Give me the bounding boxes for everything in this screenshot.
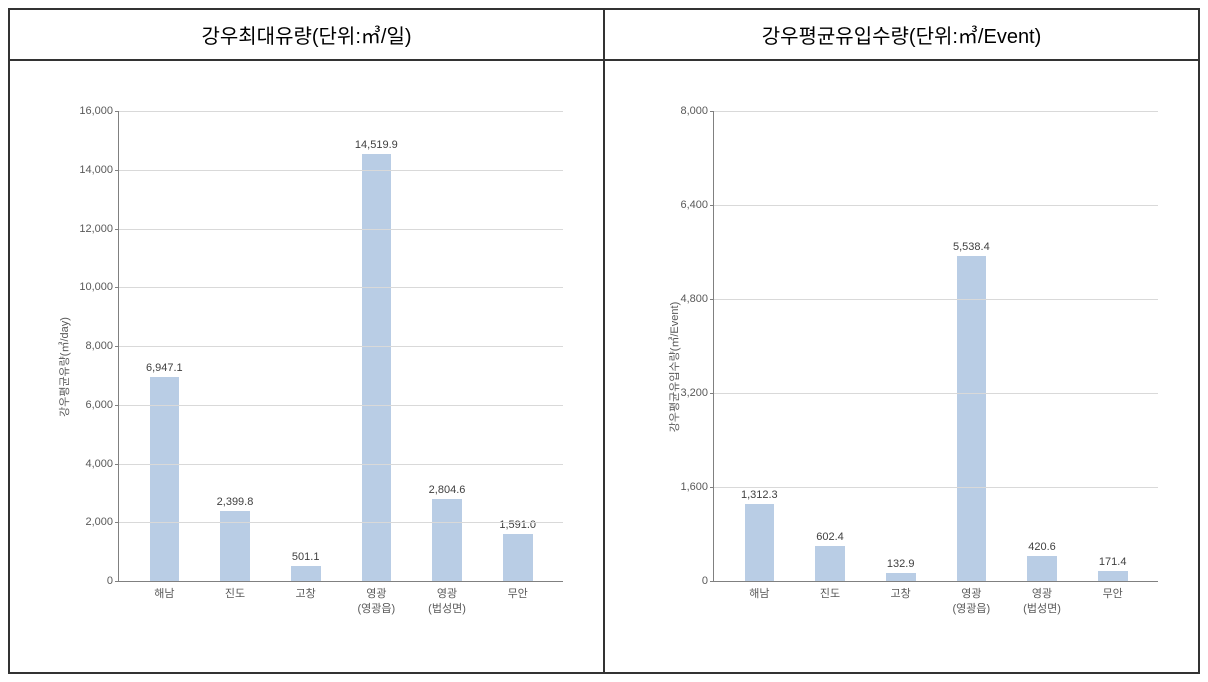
xtick-label: 고창: [891, 581, 911, 602]
bar-slot: 420.6영광 (법성면): [1007, 111, 1078, 581]
ytick-label: 2,000: [85, 516, 119, 528]
bar-value-label: 132.9: [887, 558, 915, 573]
right-chart-wrap: 강우평균유입수량(㎥/Event) 1,312.3해남602.4진도132.9고…: [605, 61, 1198, 672]
bar: 132.9: [886, 573, 916, 581]
bar-value-label: 14,519.9: [355, 139, 398, 154]
gridline: [119, 170, 563, 171]
ytick-label: 6,000: [85, 399, 119, 411]
ytick-label: 10,000: [79, 281, 119, 293]
left-panel-title: 강우최대유량(단위:㎥/일): [10, 10, 603, 61]
xtick-label: 해남: [154, 581, 174, 602]
bar-value-label: 1,312.3: [741, 489, 778, 504]
ytick-label: 14,000: [79, 164, 119, 176]
ytick-label: 8,000: [85, 340, 119, 352]
bar-slot: 1,312.3해남: [724, 111, 795, 581]
bar: 14,519.9: [362, 154, 392, 581]
gridline: [119, 522, 563, 523]
ytick-label: 1,600: [680, 481, 714, 493]
gridline: [119, 464, 563, 465]
bar-slot: 5,538.4영광 (영광읍): [936, 111, 1007, 581]
xtick-label: 영광 (법성면): [428, 581, 466, 618]
xtick-label: 해남: [749, 581, 769, 602]
gridline: [119, 229, 563, 230]
gridline: [119, 111, 563, 112]
xtick-label: 진도: [225, 581, 245, 602]
ytick-label: 6,400: [680, 199, 714, 211]
bar-value-label: 602.4: [816, 531, 844, 546]
right-plot: 1,312.3해남602.4진도132.9고창5,538.4영광 (영광읍)42…: [713, 111, 1158, 582]
ytick-label: 3,200: [680, 387, 714, 399]
left-chart-area: 6,947.1해남2,399.8진도501.1고창14,519.9영광 (영광읍…: [68, 81, 583, 652]
xtick-label: 무안: [508, 581, 528, 602]
bar-value-label: 171.4: [1099, 556, 1127, 571]
gridline: [714, 299, 1158, 300]
xtick-label: 영광 (영광읍): [953, 581, 991, 618]
left-plot: 6,947.1해남2,399.8진도501.1고창14,519.9영광 (영광읍…: [118, 111, 563, 582]
bar-value-label: 2,804.6: [429, 484, 466, 499]
gridline: [714, 205, 1158, 206]
xtick-label: 무안: [1103, 581, 1123, 602]
bar: 420.6: [1027, 556, 1057, 581]
bar-slot: 602.4진도: [795, 111, 866, 581]
bar: 2,804.6: [432, 499, 462, 581]
right-panel: 강우평균유입수량(단위:㎥/Event) 강우평균유입수량(㎥/Event) 1…: [605, 10, 1198, 672]
right-chart-area: 1,312.3해남602.4진도132.9고창5,538.4영광 (영광읍)42…: [663, 81, 1178, 652]
bar: 501.1: [291, 566, 321, 581]
bar: 1,312.3: [745, 504, 775, 581]
ytick-label: 4,800: [680, 293, 714, 305]
left-panel: 강우최대유량(단위:㎥/일) 강우평균유량(㎥/day) 6,947.1해남2,…: [10, 10, 605, 672]
ytick-label: 0: [702, 575, 714, 587]
bar: 1,591.0: [503, 534, 533, 581]
gridline: [119, 405, 563, 406]
right-bars: 1,312.3해남602.4진도132.9고창5,538.4영광 (영광읍)42…: [714, 111, 1158, 581]
ytick-label: 12,000: [79, 223, 119, 235]
left-chart-wrap: 강우평균유량(㎥/day) 6,947.1해남2,399.8진도501.1고창1…: [10, 61, 603, 672]
ytick-label: 4,000: [85, 458, 119, 470]
bar-value-label: 6,947.1: [146, 362, 183, 377]
ytick-label: 8,000: [680, 105, 714, 117]
bar-value-label: 5,538.4: [953, 241, 990, 256]
bar: 6,947.1: [150, 377, 180, 581]
ytick-label: 16,000: [79, 105, 119, 117]
right-panel-title: 강우평균유입수량(단위:㎥/Event): [605, 10, 1198, 61]
bar-slot: 171.4무안: [1077, 111, 1148, 581]
xtick-label: 고창: [296, 581, 316, 602]
gridline: [714, 393, 1158, 394]
gridline: [714, 111, 1158, 112]
ytick-label: 0: [107, 575, 119, 587]
gridline: [714, 487, 1158, 488]
bar-slot: 132.9고창: [865, 111, 936, 581]
bar: 5,538.4: [957, 256, 987, 581]
bar-value-label: 420.6: [1028, 541, 1056, 556]
bar: 602.4: [815, 546, 845, 581]
xtick-label: 영광 (법성면): [1023, 581, 1061, 618]
bar-value-label: 2,399.8: [217, 496, 254, 511]
bar-value-label: 501.1: [292, 551, 320, 566]
bar: 171.4: [1098, 571, 1128, 581]
bar: 2,399.8: [220, 511, 250, 581]
xtick-label: 영광 (영광읍): [358, 581, 396, 618]
xtick-label: 진도: [820, 581, 840, 602]
chart-grid: 강우최대유량(단위:㎥/일) 강우평균유량(㎥/day) 6,947.1해남2,…: [8, 8, 1200, 674]
gridline: [119, 287, 563, 288]
gridline: [119, 346, 563, 347]
